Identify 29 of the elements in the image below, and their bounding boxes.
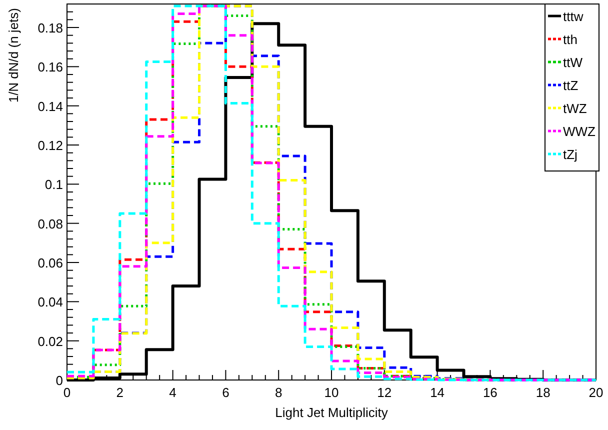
legend-label: ttZ bbox=[563, 78, 578, 93]
y-tick-label: 0.04 bbox=[38, 294, 63, 310]
y-tick-label: 0.12 bbox=[38, 138, 63, 153]
y-tick-label: 0.18 bbox=[38, 20, 63, 36]
legend-label: tttw bbox=[563, 9, 584, 24]
y-tick-label: 0.1 bbox=[44, 177, 63, 192]
x-tick-label: 20 bbox=[588, 385, 604, 400]
x-tick-label: 6 bbox=[222, 385, 230, 400]
legend-label: tZj bbox=[563, 147, 578, 162]
legend-label: tWZ bbox=[563, 101, 587, 116]
y-tick-label: 0 bbox=[56, 373, 63, 388]
y-axis-title: 1/N dN/d (n jets) bbox=[6, 8, 21, 103]
y-tick-label: 0.06 bbox=[38, 256, 63, 270]
legend-label: ttW bbox=[563, 55, 584, 70]
legend-label: WWZ bbox=[563, 124, 596, 139]
x-tick-label: 16 bbox=[482, 385, 498, 400]
x-tick-label: 2 bbox=[116, 385, 124, 400]
x-tick-label: 8 bbox=[274, 385, 282, 400]
x-tick-label: 10 bbox=[324, 385, 339, 400]
y-tick-label: 0.16 bbox=[38, 60, 63, 75]
x-tick-label: 14 bbox=[430, 385, 445, 400]
x-tick-label: 4 bbox=[169, 385, 176, 400]
x-tick-label: 12 bbox=[377, 385, 392, 400]
y-tick-label: 0.14 bbox=[38, 98, 63, 114]
x-tick-label: 18 bbox=[536, 385, 550, 400]
y-tick-label: 0.02 bbox=[38, 334, 63, 349]
y-tick-label: 0.08 bbox=[38, 216, 63, 232]
x-axis-title: Light Jet Multiplicity bbox=[275, 405, 388, 420]
legend-label: tth bbox=[563, 32, 578, 47]
